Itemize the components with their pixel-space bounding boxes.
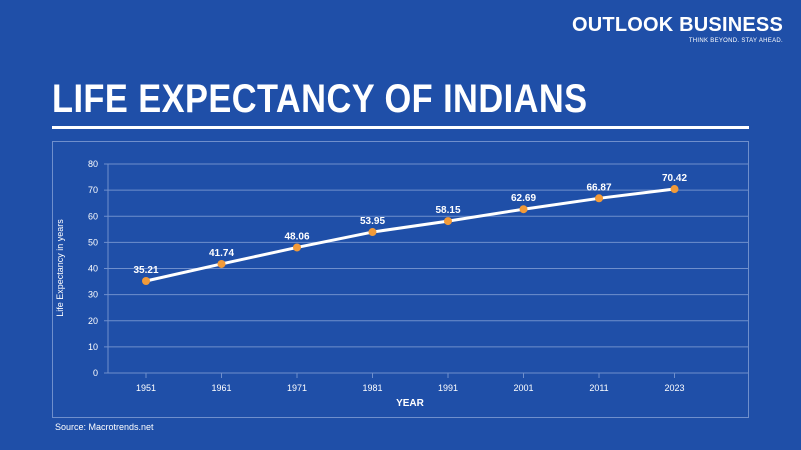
data-label: 41.74 [209,248,234,259]
x-tick-label: 2011 [589,383,608,393]
y-tick-label: 40 [88,264,98,274]
series-layer: 35.21 41.74 48.06 53.95 58.15 62.69 66.87 70.42 [133,173,687,286]
data-label: 66.87 [586,182,611,193]
x-tick-label: 2001 [513,383,533,393]
data-label: 62.69 [511,193,536,204]
brand-tagline: THINK BEYOND. STAY AHEAD. [688,38,783,44]
data-label: 70.42 [662,173,687,184]
y-tick-label: 80 [88,159,98,169]
y-tick-label: 60 [88,211,98,221]
x-tick-label: 1981 [362,383,382,393]
data-point [368,228,377,237]
data-label: 58.15 [435,205,460,216]
x-axis-title: YEAR [396,398,425,409]
data-point [519,205,528,214]
x-tick-label: 1961 [211,383,231,393]
x-tick-label: 1951 [136,383,156,393]
chart-panel [52,141,749,418]
page-title: LIFE EXPECTANCY OF INDIANS [52,77,588,121]
grid-layer [108,163,748,374]
y-axis-title: Life Expectancy in years [55,219,65,317]
y-tick-label: 20 [88,316,98,326]
y-tick-label: 10 [88,342,98,352]
data-point [217,259,226,268]
data-label: 53.95 [360,216,385,227]
data-point [670,185,679,194]
y-tick-label: 0 [93,368,98,378]
data-point [142,277,150,286]
data-point [595,194,603,203]
data-point [444,217,452,226]
x-tick-label: 1971 [287,383,307,393]
axis-layer: 0 10 20 30 40 50 60 70 80 1951 1961 1971 1981 1991 200… [88,159,685,393]
data-label: 48.06 [284,231,309,242]
x-tick-label: 2023 [664,383,684,393]
data-point [293,243,301,252]
title-divider [52,126,749,129]
brand-name: OUTLOOK BUSINESS [572,14,783,36]
x-tick-label: 1991 [438,383,458,393]
series-line [144,187,676,283]
source-note: Source: Macrotrends.net [55,422,154,432]
data-label: 35.21 [133,265,158,276]
y-tick-label: 30 [88,290,98,300]
y-tick-label: 50 [88,237,98,247]
y-tick-label: 70 [88,185,98,195]
brand-logo: OUTLOOK BUSINESS THINK BEYOND. STAY AHEA… [572,14,783,45]
